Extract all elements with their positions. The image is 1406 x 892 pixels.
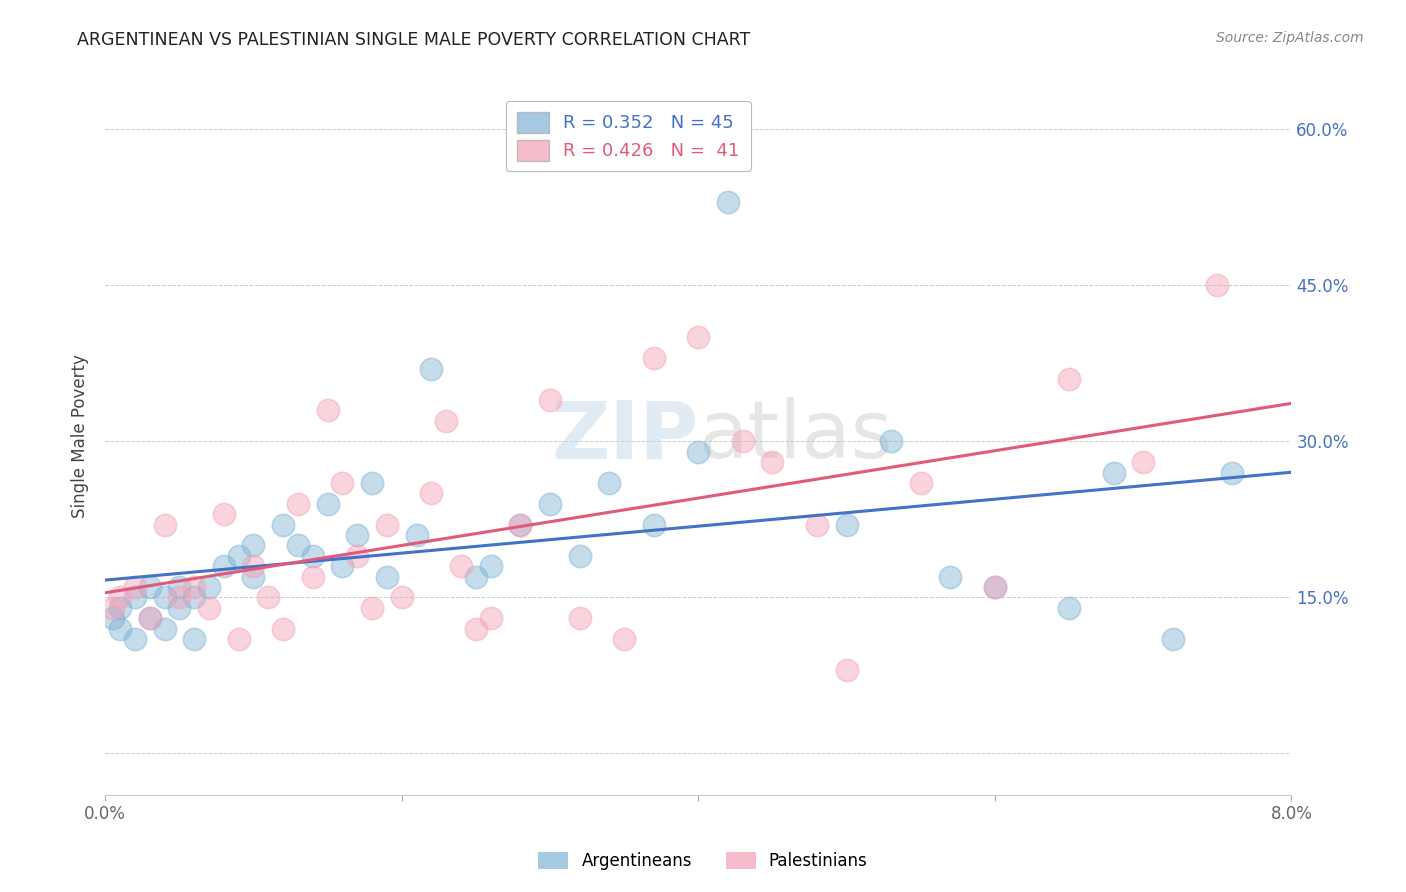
- Point: [375, 569, 398, 583]
- Point: [391, 591, 413, 605]
- Point: [138, 580, 160, 594]
- Point: [124, 591, 146, 605]
- Point: [1220, 466, 1243, 480]
- Text: atlas: atlas: [699, 397, 893, 475]
- Point: [101, 600, 124, 615]
- Point: [479, 559, 502, 574]
- Point: [405, 528, 427, 542]
- Text: ARGENTINEAN VS PALESTINIAN SINGLE MALE POVERTY CORRELATION CHART: ARGENTINEAN VS PALESTINIAN SINGLE MALE P…: [77, 31, 751, 49]
- Point: [108, 622, 131, 636]
- Point: [643, 517, 665, 532]
- Point: [301, 569, 323, 583]
- Point: [464, 569, 486, 583]
- Point: [212, 508, 235, 522]
- Point: [124, 580, 146, 594]
- Point: [169, 591, 191, 605]
- Point: [287, 538, 309, 552]
- Point: [108, 591, 131, 605]
- Point: [939, 569, 962, 583]
- Point: [835, 517, 858, 532]
- Point: [643, 351, 665, 366]
- Point: [479, 611, 502, 625]
- Point: [450, 559, 472, 574]
- Point: [598, 476, 620, 491]
- Text: Source: ZipAtlas.com: Source: ZipAtlas.com: [1216, 31, 1364, 45]
- Point: [420, 361, 443, 376]
- Legend: R = 0.352   N = 45, R = 0.426   N =  41: R = 0.352 N = 45, R = 0.426 N = 41: [506, 101, 751, 171]
- Point: [138, 611, 160, 625]
- Point: [761, 455, 783, 469]
- Point: [346, 549, 368, 563]
- Point: [731, 434, 754, 449]
- Point: [880, 434, 903, 449]
- Point: [910, 476, 932, 491]
- Point: [717, 195, 740, 210]
- Point: [346, 528, 368, 542]
- Point: [257, 591, 280, 605]
- Point: [242, 538, 264, 552]
- Point: [228, 632, 250, 646]
- Point: [124, 632, 146, 646]
- Point: [332, 476, 354, 491]
- Point: [464, 622, 486, 636]
- Point: [806, 517, 828, 532]
- Point: [509, 517, 531, 532]
- Point: [228, 549, 250, 563]
- Point: [688, 445, 710, 459]
- Point: [1057, 600, 1080, 615]
- Point: [420, 486, 443, 500]
- Point: [183, 591, 205, 605]
- Point: [271, 622, 294, 636]
- Point: [984, 580, 1007, 594]
- Point: [101, 611, 124, 625]
- Point: [108, 600, 131, 615]
- Point: [183, 580, 205, 594]
- Point: [153, 591, 176, 605]
- Point: [332, 559, 354, 574]
- Point: [287, 497, 309, 511]
- Point: [169, 600, 191, 615]
- Point: [361, 476, 384, 491]
- Point: [301, 549, 323, 563]
- Point: [538, 497, 561, 511]
- Point: [509, 517, 531, 532]
- Point: [1102, 466, 1125, 480]
- Y-axis label: Single Male Poverty: Single Male Poverty: [72, 354, 89, 518]
- Point: [212, 559, 235, 574]
- Point: [835, 663, 858, 677]
- Point: [1132, 455, 1154, 469]
- Point: [316, 403, 339, 417]
- Point: [153, 517, 176, 532]
- Text: ZIP: ZIP: [551, 397, 699, 475]
- Point: [183, 632, 205, 646]
- Point: [1161, 632, 1184, 646]
- Point: [316, 497, 339, 511]
- Legend: Argentineans, Palestinians: Argentineans, Palestinians: [531, 845, 875, 877]
- Point: [138, 611, 160, 625]
- Point: [361, 600, 384, 615]
- Point: [568, 611, 591, 625]
- Point: [538, 392, 561, 407]
- Point: [242, 559, 264, 574]
- Point: [1057, 372, 1080, 386]
- Point: [434, 414, 457, 428]
- Point: [198, 600, 221, 615]
- Point: [568, 549, 591, 563]
- Point: [198, 580, 221, 594]
- Point: [375, 517, 398, 532]
- Point: [271, 517, 294, 532]
- Point: [688, 330, 710, 344]
- Point: [169, 580, 191, 594]
- Point: [153, 622, 176, 636]
- Point: [1206, 278, 1229, 293]
- Point: [613, 632, 636, 646]
- Point: [984, 580, 1007, 594]
- Point: [242, 569, 264, 583]
